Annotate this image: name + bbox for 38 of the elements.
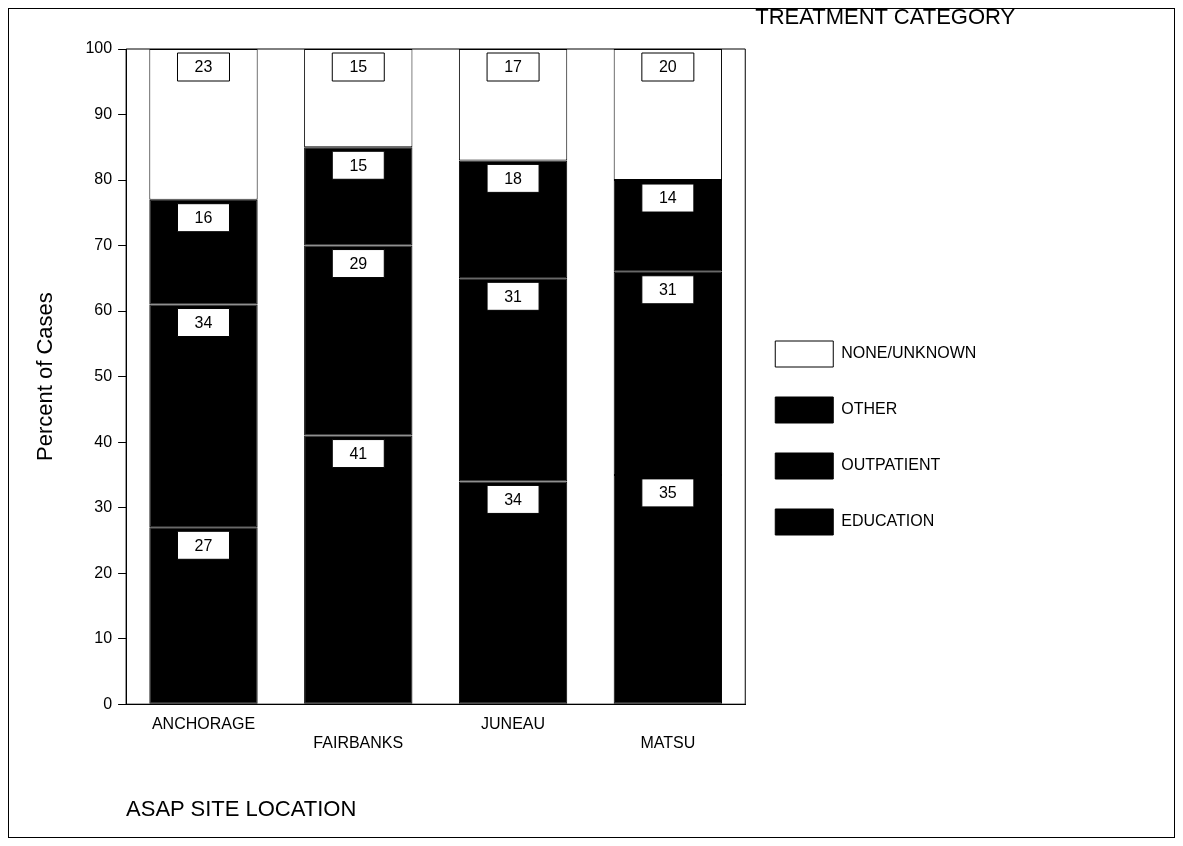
data-label: 23 [194, 58, 213, 76]
data-label: 35 [658, 484, 677, 502]
data-label: 15 [349, 156, 368, 174]
y-tick-label: 60 [94, 301, 113, 319]
data-label: 31 [658, 281, 677, 299]
y-tick-label: 100 [85, 39, 113, 57]
y-tick-label: 70 [94, 235, 113, 253]
data-label: 34 [194, 313, 213, 331]
y-tick-label: 40 [94, 432, 113, 450]
x-axis-title: ASAP SITE LOCATION [126, 795, 357, 821]
data-label: 14 [658, 189, 677, 207]
y-tick-label: 90 [94, 104, 113, 122]
y-tick-label: 50 [94, 367, 113, 385]
y-tick-label: 30 [94, 498, 113, 516]
y-axis-title: Percent of Cases [32, 292, 58, 461]
y-tick-label: 20 [94, 563, 113, 581]
data-label: 17 [504, 58, 523, 76]
x-tick-label: JUNEAU [481, 715, 546, 733]
data-label: 27 [194, 536, 213, 554]
y-tick-label: 80 [94, 170, 113, 188]
data-label: 34 [504, 490, 523, 508]
x-tick-label: MATSU [640, 734, 696, 752]
data-label: 15 [349, 58, 368, 76]
y-tick-label: 10 [94, 629, 113, 647]
y-tick-label: 0 [103, 694, 113, 712]
x-tick-label: FAIRBANKS [313, 734, 404, 752]
legend-label: OUTPATIENT [841, 456, 941, 474]
data-label: 31 [504, 287, 523, 305]
data-label: 16 [194, 209, 213, 227]
legend-label: EDUCATION [841, 512, 935, 530]
data-label: 41 [349, 444, 368, 462]
data-label: 18 [504, 169, 523, 187]
data-label: 20 [658, 58, 677, 76]
legend-label: NONE/UNKNOWN [841, 344, 977, 362]
x-tick-label: ANCHORAGE [151, 715, 256, 733]
legend-title: TREATMENT CATEGORY [755, 4, 1016, 30]
data-label: 29 [349, 254, 368, 272]
legend-label: OTHER [841, 400, 898, 418]
